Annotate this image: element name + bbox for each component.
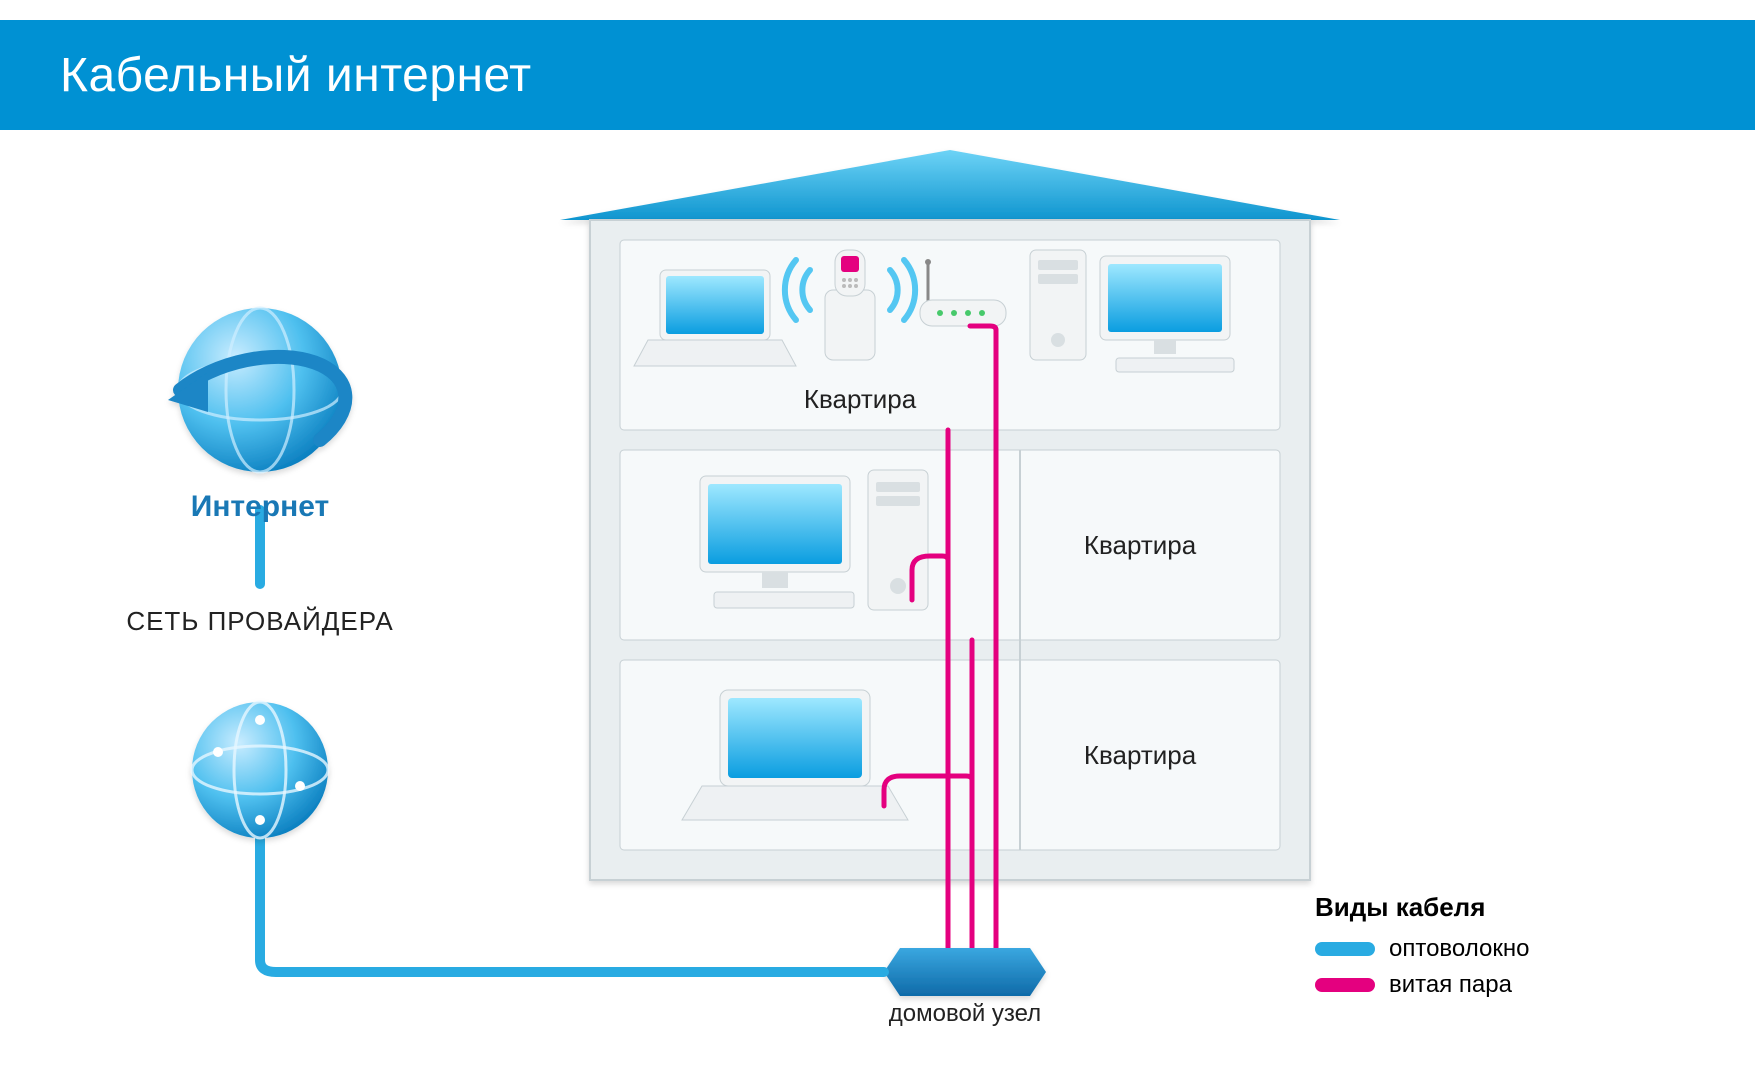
legend-label-fiber: оптоволокно	[1389, 935, 1529, 963]
legend-swatch-twisted	[1315, 978, 1375, 992]
laptop-icon	[634, 270, 796, 366]
page-title: Кабельный интернет	[60, 48, 532, 103]
phone-icon	[825, 250, 875, 360]
title-bar: Кабельный интернет	[0, 20, 1755, 130]
legend-title: Виды кабеля	[1315, 892, 1615, 923]
globe-internet-icon	[168, 308, 345, 472]
home-node-label: домовой узел	[850, 1000, 1080, 1028]
wifi-icon	[785, 260, 810, 320]
legend-item-fiber: оптоволокно	[1315, 935, 1615, 963]
legend-swatch-fiber	[1315, 942, 1375, 956]
legend-label-twisted: витая пара	[1389, 971, 1512, 999]
provider-network-label: СЕТЬ ПРОВАЙДЕРА	[110, 606, 410, 637]
desktop-icon	[700, 470, 928, 610]
laptop-icon	[682, 690, 908, 820]
fiber-cable	[260, 510, 884, 972]
internet-label: Интернет	[170, 490, 350, 524]
legend: Виды кабеля оптоволокно витая пара	[1315, 892, 1615, 1007]
router-icon	[920, 259, 1006, 326]
apartment-label-1: Квартира	[1060, 740, 1220, 771]
apartment-label-2: Квартира	[1060, 530, 1220, 561]
desktop-icon	[1030, 250, 1234, 372]
apartment-label-3: Квартира	[780, 384, 940, 415]
globe-provider-icon	[192, 702, 328, 838]
building-icon	[560, 150, 1340, 880]
twisted-pair-cables	[884, 326, 996, 956]
home-node-icon	[884, 948, 1046, 996]
wifi-icon	[890, 260, 915, 320]
legend-item-twisted: витая пара	[1315, 971, 1615, 999]
